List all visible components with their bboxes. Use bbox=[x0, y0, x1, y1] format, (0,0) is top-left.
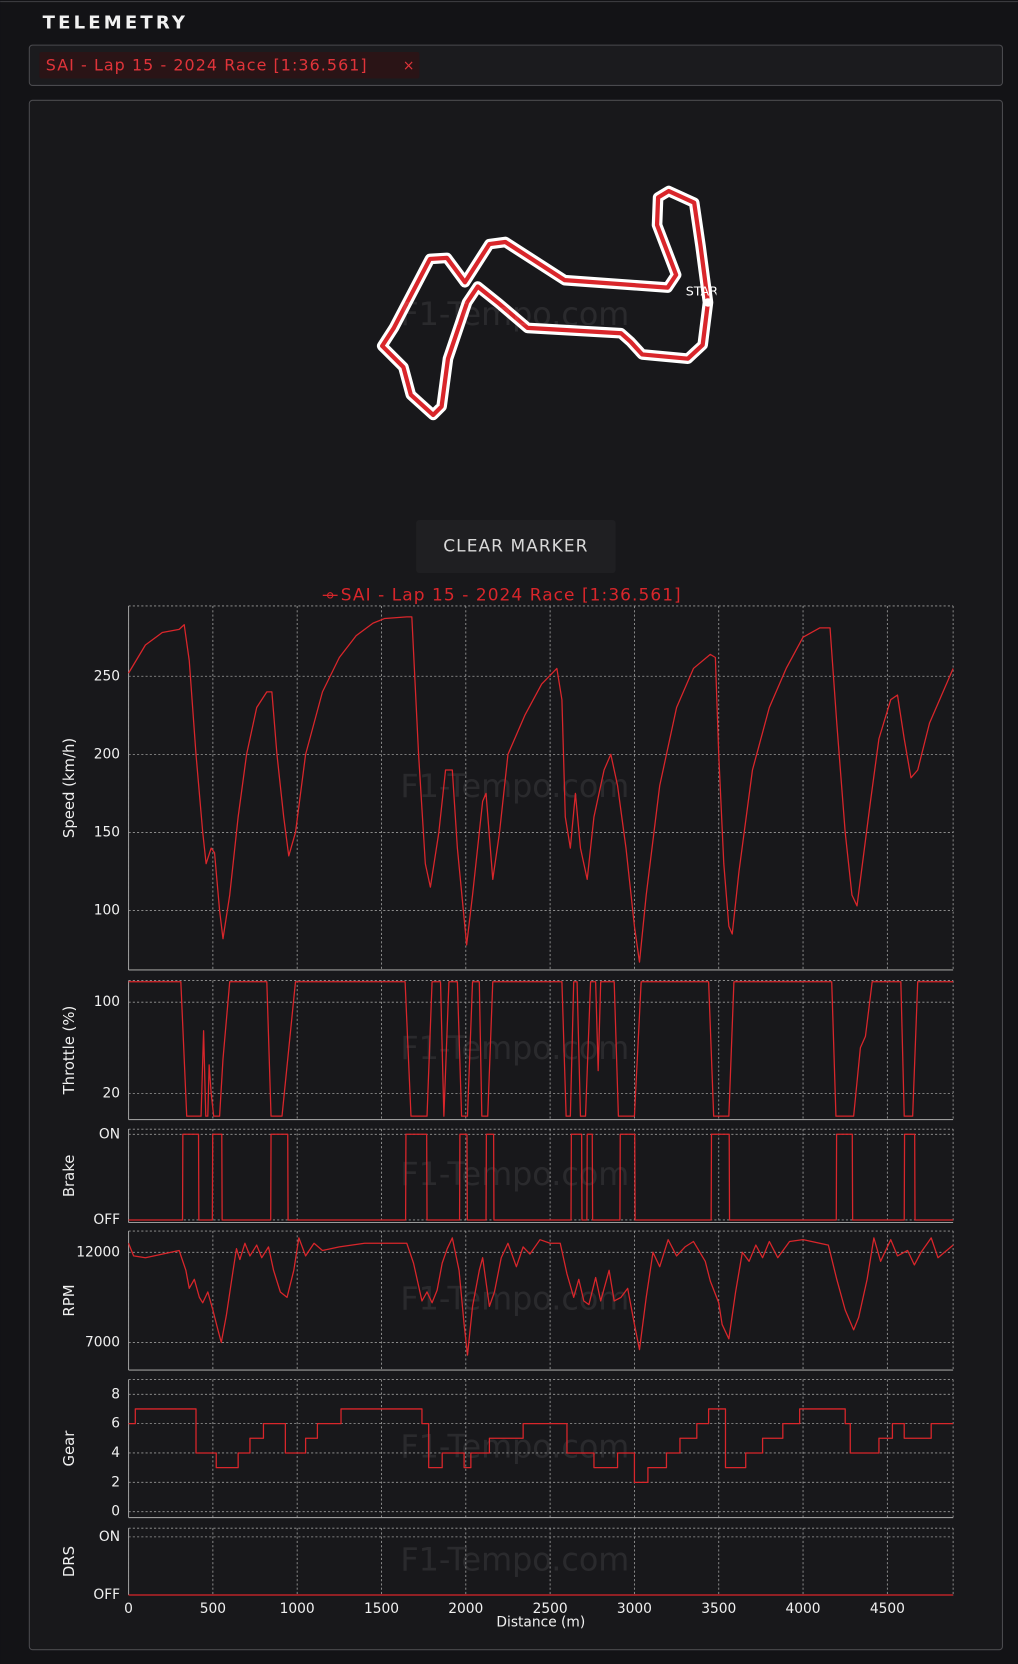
chip-remove[interactable]: × bbox=[403, 58, 415, 74]
y-axis-label: Brake bbox=[60, 1155, 78, 1198]
y-tick-label: 150 bbox=[94, 824, 120, 840]
y-tick-label: OFF bbox=[93, 1587, 120, 1603]
telemetry-panel bbox=[28, 99, 1003, 1651]
y-tick-label: 20 bbox=[103, 1085, 121, 1101]
start-marker bbox=[703, 298, 713, 307]
data-line bbox=[128, 616, 954, 963]
x-tick-label: 500 bbox=[200, 1601, 226, 1617]
x-tick-label: 3500 bbox=[701, 1601, 736, 1617]
section-title: TELEMETRY bbox=[43, 12, 189, 33]
x-tick-label: 1000 bbox=[280, 1601, 315, 1617]
data-line bbox=[128, 981, 954, 1117]
y-tick-label: 4 bbox=[111, 1445, 120, 1461]
x-tick-label: 1500 bbox=[364, 1601, 399, 1617]
y-axis-label: DRS bbox=[60, 1546, 78, 1577]
y-tick-label: 100 bbox=[94, 903, 120, 919]
y-tick-label: 200 bbox=[94, 746, 120, 762]
y-tick-label: 12000 bbox=[76, 1244, 120, 1260]
data-line bbox=[127, 1237, 954, 1356]
x-tick-label: 4000 bbox=[786, 1601, 821, 1617]
y-tick-label: 6 bbox=[111, 1416, 120, 1432]
y-axis-label: Speed (km/h) bbox=[60, 738, 78, 838]
y-axis-label: RPM bbox=[60, 1284, 78, 1316]
lap-chip-label: SAI - Lap 15 - 2024 Race [1:36.561] bbox=[46, 55, 368, 74]
x-tick-label: 3000 bbox=[617, 1601, 652, 1617]
watermark: F1-Tempo.com bbox=[400, 1428, 629, 1466]
x-tick-label: 2000 bbox=[448, 1601, 483, 1617]
y-tick-label: 7000 bbox=[85, 1334, 120, 1350]
track-line bbox=[380, 188, 711, 418]
track-map: START bbox=[376, 185, 725, 421]
data-line bbox=[128, 1408, 954, 1483]
y-tick-label: OFF bbox=[93, 1212, 120, 1228]
x-tick-label: 2500 bbox=[533, 1601, 568, 1617]
watermark: F1-Tempo.com bbox=[400, 295, 629, 333]
x-axis-label: Distance (m) bbox=[496, 1615, 585, 1631]
start-label: START bbox=[686, 284, 725, 299]
watermark: F1-Tempo.com bbox=[400, 1155, 629, 1193]
watermark: F1-Tempo.com bbox=[400, 1541, 629, 1579]
y-axis-label: Gear bbox=[60, 1430, 78, 1467]
y-tick-label: 100 bbox=[94, 994, 120, 1010]
watermark: F1-Tempo.com bbox=[400, 1029, 629, 1067]
y-tick-label: 2 bbox=[111, 1474, 120, 1490]
y-tick-label: ON bbox=[99, 1529, 120, 1545]
watermark: F1-Tempo.com bbox=[400, 1280, 629, 1318]
data-line bbox=[128, 1133, 954, 1221]
clear-marker-label[interactable]: CLEAR MARKER bbox=[443, 537, 588, 557]
x-tick-label: 4500 bbox=[870, 1601, 905, 1617]
y-axis-label: Throttle (%) bbox=[60, 1006, 78, 1096]
x-tick-label: 0 bbox=[124, 1601, 133, 1617]
y-tick-label: 8 bbox=[111, 1386, 120, 1402]
legend-marker bbox=[327, 592, 334, 599]
legend-label: SAI - Lap 15 - 2024 Race [1:36.561] bbox=[341, 585, 682, 605]
lap-chip bbox=[39, 52, 420, 79]
y-tick-label: 250 bbox=[94, 668, 120, 684]
y-tick-label: 0 bbox=[111, 1504, 120, 1520]
clear-marker-button[interactable] bbox=[416, 520, 616, 574]
watermark: F1-Tempo.com bbox=[400, 767, 629, 805]
y-tick-label: ON bbox=[99, 1126, 120, 1142]
